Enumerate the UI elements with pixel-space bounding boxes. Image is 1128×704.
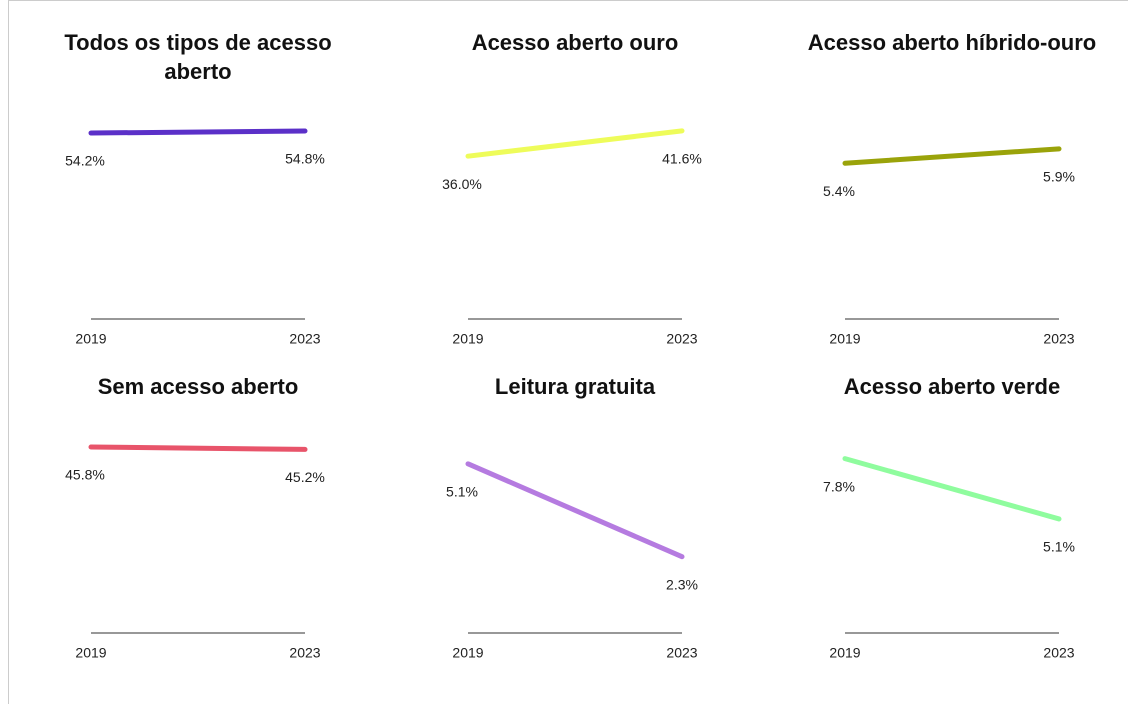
value-label: 5.4%	[823, 183, 855, 199]
x-tick-label: 2023	[1043, 331, 1074, 347]
x-tick-label: 2023	[1043, 645, 1074, 661]
value-label: 41.6%	[662, 151, 702, 167]
slope-line	[842, 456, 1062, 522]
slope-line	[842, 146, 1062, 166]
panel-title: Todos os tipos de acesso aberto	[64, 30, 332, 84]
value-label: 54.2%	[65, 153, 105, 169]
panel-title: Acesso aberto verde	[843, 374, 1061, 399]
slope-line	[465, 128, 685, 159]
x-tick-label: 2019	[75, 331, 106, 347]
x-tick-label: 2023	[666, 645, 697, 661]
slope-line	[465, 461, 685, 560]
panel-title: Acesso aberto ouro	[471, 30, 679, 55]
panel-title: Acesso aberto híbrido-ouro	[807, 30, 1097, 55]
value-label: 45.2%	[285, 469, 325, 485]
value-label: 5.1%	[446, 484, 478, 500]
panel-title: Sem acesso aberto	[97, 374, 299, 399]
value-label: 36.0%	[442, 176, 482, 192]
frame	[8, 0, 1128, 704]
x-tick-label: 2019	[452, 645, 483, 661]
slope-line	[88, 444, 308, 452]
x-tick-label: 2019	[452, 331, 483, 347]
x-tick-label: 2023	[289, 331, 320, 347]
x-tick-label: 2019	[829, 645, 860, 661]
value-label: 5.9%	[1043, 169, 1075, 185]
x-tick-label: 2023	[289, 645, 320, 661]
panel-title: Leitura gratuita	[494, 374, 656, 399]
value-label: 7.8%	[823, 478, 855, 494]
value-label: 54.8%	[285, 151, 325, 167]
x-tick-label: 2023	[666, 331, 697, 347]
slope-line	[88, 128, 308, 136]
x-tick-label: 2019	[829, 331, 860, 347]
value-label: 2.3%	[666, 576, 698, 592]
value-label: 5.1%	[1043, 539, 1075, 555]
x-tick-label: 2019	[75, 645, 106, 661]
value-label: 45.8%	[65, 467, 105, 483]
